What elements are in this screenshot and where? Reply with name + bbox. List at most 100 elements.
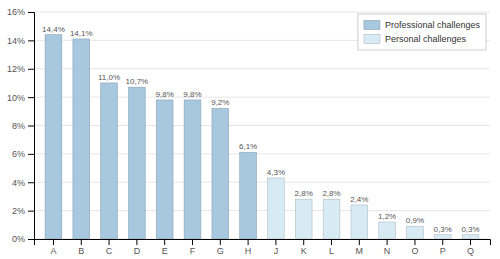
x-tick: K	[301, 239, 307, 256]
legend-item: Professional challenges	[364, 20, 481, 30]
x-tick-mark	[414, 239, 415, 245]
x-tick-mark	[331, 239, 332, 245]
y-tick-mark	[28, 12, 34, 13]
bar	[129, 87, 146, 239]
data-label: 2,8%	[295, 189, 313, 198]
y-tick-mark	[28, 97, 34, 98]
x-axis-line	[35, 240, 491, 246]
y-tick: 4%	[12, 178, 34, 188]
x-tick: D	[134, 239, 141, 256]
y-tick-mark	[28, 154, 34, 155]
data-label: 14,4%	[42, 25, 65, 34]
x-tick-mark	[359, 239, 360, 245]
x-tick: P	[440, 239, 446, 256]
bar	[407, 226, 424, 239]
bar	[379, 222, 396, 239]
x-tick-label: P	[440, 246, 446, 256]
y-tick: 2%	[12, 206, 34, 216]
legend-swatch	[364, 35, 380, 44]
bar	[351, 205, 368, 239]
x-tick-label: O	[411, 246, 418, 256]
y-tick-label: 8%	[12, 121, 25, 131]
data-label: 2,8%	[322, 189, 340, 198]
y-tick-label: 2%	[12, 206, 25, 216]
bar	[268, 178, 285, 239]
legend: Professional challenges Personal challeng…	[358, 14, 486, 50]
x-tick-mark	[275, 239, 276, 245]
x-tick: E	[162, 239, 168, 256]
data-label: 9,2%	[211, 98, 229, 107]
x-tick: H	[245, 239, 252, 256]
bar	[184, 100, 201, 239]
y-tick-label: 4%	[12, 178, 25, 188]
data-label: 1,2%	[378, 212, 396, 221]
bar	[240, 152, 257, 239]
bar	[323, 199, 340, 239]
series	[268, 178, 479, 239]
bar	[212, 108, 229, 239]
x-tick-mark	[164, 239, 165, 245]
x-tick: F	[190, 239, 196, 256]
data-label: 0,9%	[406, 216, 424, 225]
y-tick-mark	[28, 239, 34, 240]
x-tick: B	[78, 239, 84, 256]
grid-line	[34, 12, 490, 13]
y-axis: 0% 2% 4% 6% 8% 10% 12% 14% 16%	[7, 7, 35, 244]
x-tick-label: B	[78, 246, 84, 256]
bar	[101, 83, 118, 239]
data-label: 11,0%	[98, 73, 120, 82]
bar	[73, 39, 90, 239]
chart: 0% 2% 4% 6% 8% 10% 12% 14% 16% A B C D E F G H J K L M N O P Q 14…	[0, 0, 500, 259]
x-tick-label: E	[162, 246, 168, 256]
data-label: 4,3%	[267, 168, 285, 177]
x-tick-label: M	[356, 246, 364, 256]
x-tick: M	[356, 239, 364, 256]
x-tick-mark	[136, 239, 137, 245]
y-tick: 6%	[12, 149, 34, 159]
x-tick-label: A	[50, 246, 56, 256]
x-tick-label: F	[190, 246, 196, 256]
bar	[45, 35, 62, 239]
data-label: 6,1%	[239, 142, 257, 151]
x-tick: C	[106, 239, 113, 256]
x-tick-label: C	[106, 246, 113, 256]
y-tick-label: 6%	[12, 149, 25, 159]
y-tick: 12%	[7, 64, 34, 74]
y-tick: 0%	[12, 234, 34, 244]
x-tick-label: K	[301, 246, 307, 256]
x-tick: J	[274, 239, 279, 256]
legend-label: Professional challenges	[385, 20, 481, 30]
x-tick-label: H	[245, 246, 252, 256]
y-tick-label: 0%	[12, 234, 25, 244]
x-tick-label: N	[384, 246, 391, 256]
x-tick: G	[217, 239, 224, 256]
x-tick: Q	[467, 239, 474, 256]
data-label: 9,8%	[183, 90, 201, 99]
y-tick-label: 14%	[7, 36, 25, 46]
x-tick-label: J	[274, 246, 279, 256]
data-label: 2,4%	[350, 195, 368, 204]
grid	[34, 12, 490, 239]
legend-frame	[358, 14, 486, 50]
y-tick-label: 16%	[7, 7, 25, 17]
x-tick: O	[411, 239, 418, 256]
data-labels: 14,4%14,1%11,0%10,7%9,8%9,8%9,2%6,1%4,3%…	[42, 25, 480, 234]
bar	[156, 100, 173, 239]
data-label: 9,8%	[156, 90, 174, 99]
x-tick-mark	[81, 239, 82, 245]
data-label: 0,3%	[461, 225, 479, 234]
series	[45, 35, 256, 239]
bar	[462, 235, 479, 239]
y-tick: 10%	[7, 93, 34, 103]
y-tick-label: 10%	[7, 93, 25, 103]
legend-label: Personal challenges	[385, 34, 467, 44]
y-tick: 8%	[12, 121, 34, 131]
x-tick-mark	[248, 239, 249, 245]
x-tick-label: D	[134, 246, 141, 256]
x-tick-label: Q	[467, 246, 474, 256]
x-tick-mark	[109, 239, 110, 245]
x-tick: L	[329, 239, 334, 256]
x-tick-mark	[192, 239, 193, 245]
grid-line	[34, 68, 490, 69]
x-tick-mark	[220, 239, 221, 245]
